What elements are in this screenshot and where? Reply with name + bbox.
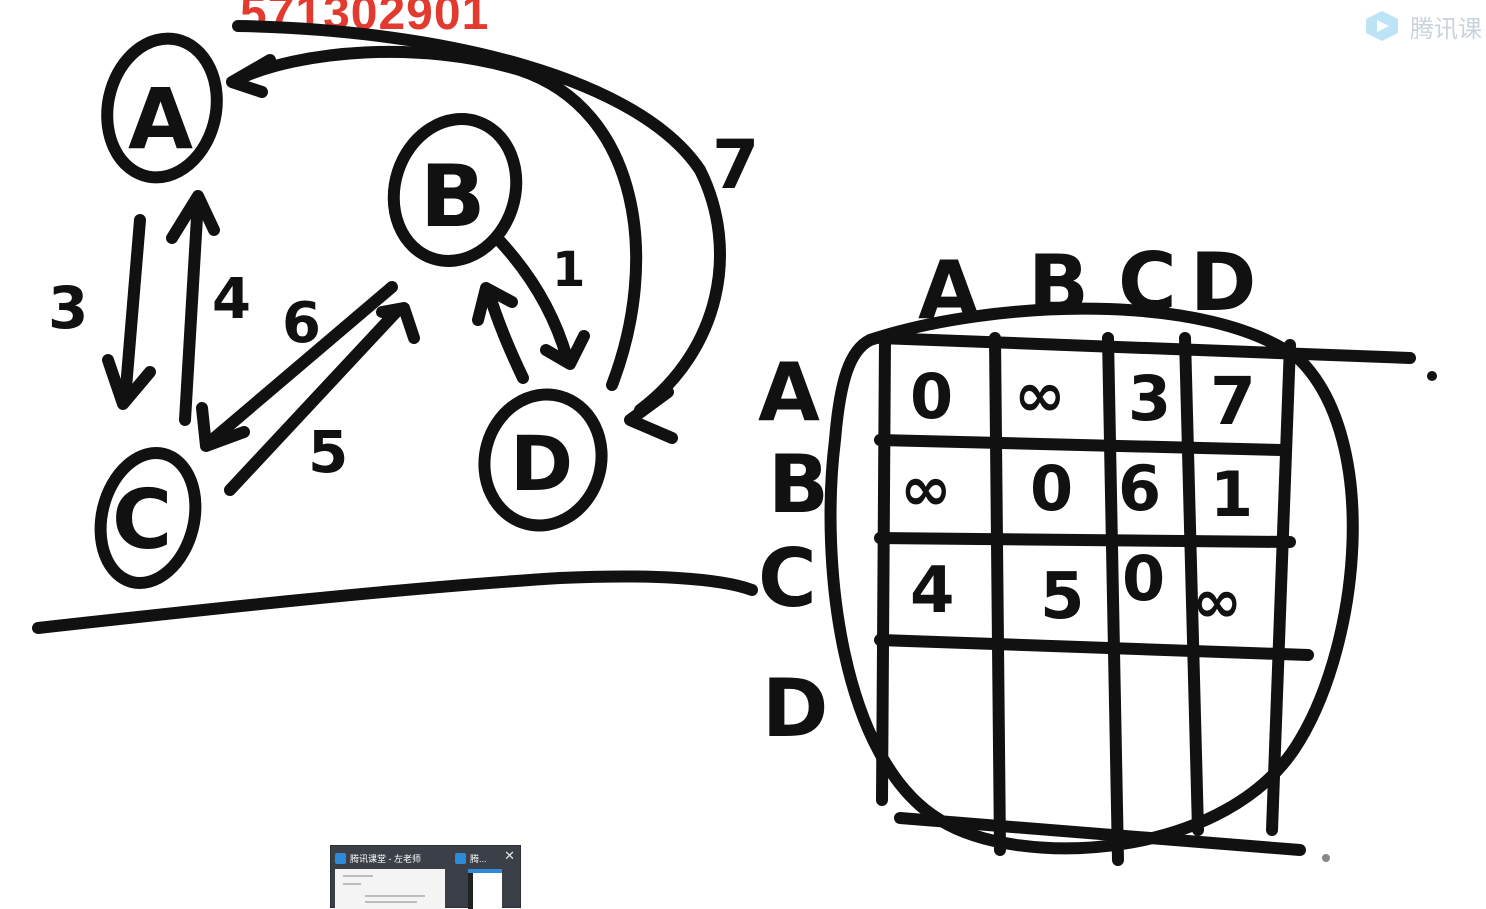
matrix-cell: ∞ (1014, 358, 1066, 431)
edge-weight-b-c: 6 (282, 291, 321, 356)
matrix-cell: ∞ (900, 452, 952, 525)
edge-weight-a-d: 7 (712, 126, 759, 205)
matrix-cell: 0 (1122, 542, 1165, 615)
edge-c-to-a (166, 190, 220, 426)
graph-node-a: A (101, 32, 223, 184)
preview-thumbnail-secondary[interactable] (468, 869, 502, 909)
node-label-d: D (510, 419, 573, 508)
play-logo-icon (1366, 11, 1398, 41)
tencent-app-icon (455, 852, 466, 864)
edge-c-to-b (224, 302, 420, 496)
edge-a-to-c (102, 214, 156, 410)
graph-node-d: D (478, 388, 608, 532)
matrix-row-header-c: C (758, 532, 817, 625)
edge-weight-a-c: 3 (48, 274, 88, 342)
edge-b-to-c (196, 281, 398, 452)
graph-node-b: B (387, 113, 523, 267)
edge-weight-c-b: 5 (308, 418, 348, 486)
edge-b-to-d (491, 232, 590, 370)
matrix-cell: 7 (1210, 363, 1256, 440)
matrix-cell: 4 (910, 554, 955, 628)
ink-dot (1427, 371, 1437, 381)
edge-d-to-b (472, 282, 529, 384)
edge-weight-b-d: 1 (552, 242, 585, 298)
preview-tab-title: 腾讯课堂 - 左老师 (350, 853, 421, 864)
tencent-app-icon (335, 852, 346, 864)
preview-tab-main[interactable]: 腾讯课堂 - 左老师 (335, 850, 449, 866)
matrix-row-header-a: A (758, 346, 820, 439)
matrix-cell: 3 (1128, 362, 1171, 435)
close-icon[interactable]: ✕ (504, 848, 515, 863)
matrix-cell: 0 (910, 360, 953, 433)
edge-weight-c-a: 4 (212, 267, 251, 332)
node-label-a: A (128, 70, 193, 168)
preview-tab-title-2: 腾... (470, 853, 487, 864)
divider-stroke (32, 570, 758, 634)
matrix-row-header-d: D (762, 662, 828, 755)
matrix-cell: 5 (1040, 560, 1085, 634)
matrix-cell: 6 (1118, 452, 1161, 525)
matrix-cell: 0 (1030, 452, 1073, 525)
graph-node-c: C (94, 447, 202, 589)
preview-thumbnail-main[interactable] (335, 869, 445, 909)
ink-dot (1322, 854, 1330, 862)
matrix-col-header-b: B (1028, 238, 1089, 331)
matrix-cell: ∞ (1192, 567, 1242, 637)
adjacency-matrix: A B C D A B C D 0 ∞ 3 7 ∞ 0 6 1 4 5 0 (758, 236, 1416, 866)
node-label-b: B (420, 147, 486, 247)
edge-d-to-a (226, 45, 643, 391)
matrix-row-header-b: B (768, 438, 829, 531)
matrix-cell: 1 (1210, 458, 1253, 531)
preview-tab-secondary[interactable]: 腾... (455, 850, 497, 866)
edge-a-to-d (232, 20, 726, 444)
tencent-classroom-logo: 腾讯课 (1362, 8, 1482, 44)
node-label-c: C (112, 473, 172, 568)
brand-name: 腾讯课 (1410, 14, 1482, 43)
taskbar-window-preview[interactable]: 腾讯课堂 - 左老师 腾... ✕ (330, 845, 521, 909)
